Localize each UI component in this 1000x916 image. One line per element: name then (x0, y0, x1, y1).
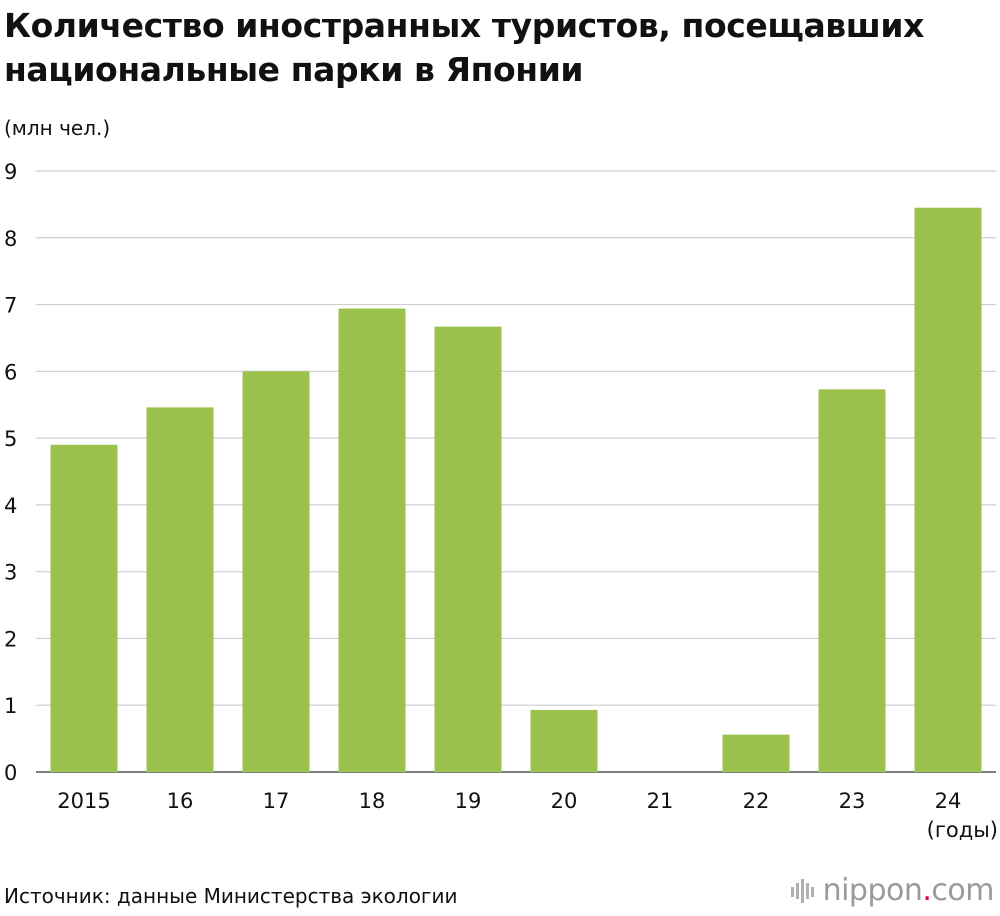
logo-name: nippon (822, 873, 923, 908)
x-tick-label: 22 (743, 789, 770, 813)
bar-22 (722, 734, 790, 772)
y-tick-label: 8 (4, 227, 17, 251)
y-tick-label: 0 (4, 761, 17, 785)
bar-23 (818, 389, 886, 772)
bar-24 (914, 207, 982, 772)
y-tick-label: 5 (4, 427, 17, 451)
y-tick-label: 3 (4, 561, 17, 585)
bar-19 (434, 326, 502, 772)
chart-title: Количество иностранных туристов, посещав… (4, 6, 925, 89)
bar-16 (146, 407, 214, 772)
bar-17 (242, 371, 310, 772)
y-tick-label: 7 (4, 294, 17, 318)
bar-20 (530, 709, 598, 772)
x-tick-label: 23 (839, 789, 866, 813)
x-tick-label: 17 (263, 789, 290, 813)
nippon-logo-icon (790, 878, 814, 903)
bar-18 (338, 308, 406, 772)
logo-dot: . (922, 873, 932, 908)
source-note: Источник: данные Министерства экологии (4, 884, 458, 908)
x-tick-label: 19 (455, 789, 482, 813)
x-tick-label: 20 (551, 789, 578, 813)
x-tick-label: 2015 (57, 789, 110, 813)
bar-2015 (50, 444, 118, 772)
x-tick-label: 16 (167, 789, 194, 813)
x-axis-unit-label: (годы) (926, 818, 998, 842)
x-tick-label: 24 (935, 789, 962, 813)
y-tick-label: 4 (4, 494, 17, 518)
x-tick-label: 18 (359, 789, 386, 813)
nippon-logo: nippon. com (790, 873, 994, 908)
y-tick-label: 6 (4, 360, 17, 384)
y-axis-unit-label: (млн чел.) (4, 116, 111, 140)
y-tick-label: 2 (4, 627, 17, 651)
y-tick-label: 1 (4, 694, 17, 718)
x-tick-label: 21 (647, 789, 674, 813)
y-tick-label: 9 (4, 160, 17, 184)
logo-tld: com (931, 873, 994, 908)
